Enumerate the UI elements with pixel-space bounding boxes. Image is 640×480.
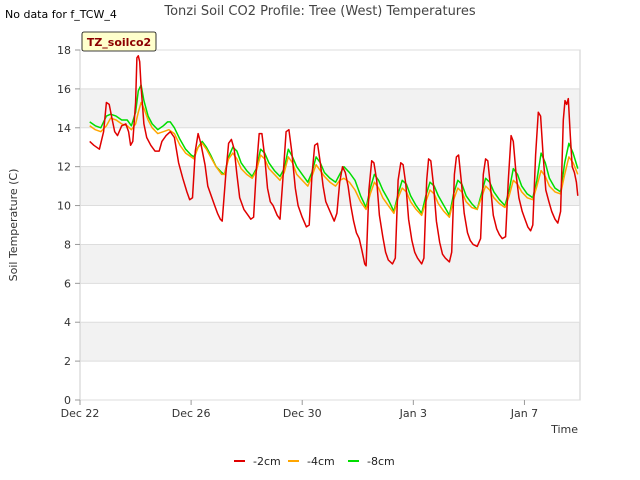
y-tick-label: 6 [64,277,71,290]
inset-label-box: TZ_soilco2 [81,31,157,52]
x-tick-label: Dec 26 [172,407,211,420]
y-tick-label: 18 [57,44,71,57]
y-tick-label: 10 [57,200,71,213]
x-tick-label: Dec 30 [283,407,322,420]
x-axis-label: Time [550,423,578,436]
legend-label: -4cm [307,455,335,468]
grid-band [80,283,580,323]
grid-band [80,88,580,128]
grid-band [80,244,580,284]
series-lines [89,55,579,267]
series-line-2cmcm [89,55,579,267]
legend: -2cm -4cm -8cm [234,455,395,468]
grid-band [80,166,580,206]
plot-bands [80,50,580,400]
x-tick-label: Dec 22 [61,407,100,420]
grid-band [80,322,580,362]
y-tick-label: 0 [64,394,71,407]
y-tick-label: 16 [57,83,71,96]
series-line-4cmcm [89,101,579,218]
y-axis-ticks: 0 2 4 6 8 10 12 14 16 18 [57,44,80,407]
inset-label-text: TZ_soilco2 [87,36,151,49]
no-data-note: No data for f_TCW_4 [5,8,117,21]
y-tick-label: 8 [64,238,71,251]
grid-lines [80,49,580,401]
grid-band [80,127,580,167]
x-tick-label: Jan 7 [510,407,538,420]
x-tick-label: Jan 3 [399,407,427,420]
y-tick-label: 14 [57,122,71,135]
chart-title: Tonzi Soil CO2 Profile: Tree (West) Temp… [163,4,476,19]
x-axis-ticks: Dec 22 Dec 26 Dec 30 Jan 3 Jan 7 [61,400,538,420]
legend-label: -2cm [253,455,281,468]
y-tick-label: 2 [64,355,71,368]
inset-label-background [81,31,157,52]
y-tick-label: 4 [64,316,71,329]
grid-band [80,361,580,400]
y-axis-label: Soil Temperature (C) [7,169,20,282]
grid-band [80,50,580,89]
series-line-8cmcm [89,84,579,217]
y-tick-label: 12 [57,161,71,174]
legend-label: -8cm [367,455,395,468]
